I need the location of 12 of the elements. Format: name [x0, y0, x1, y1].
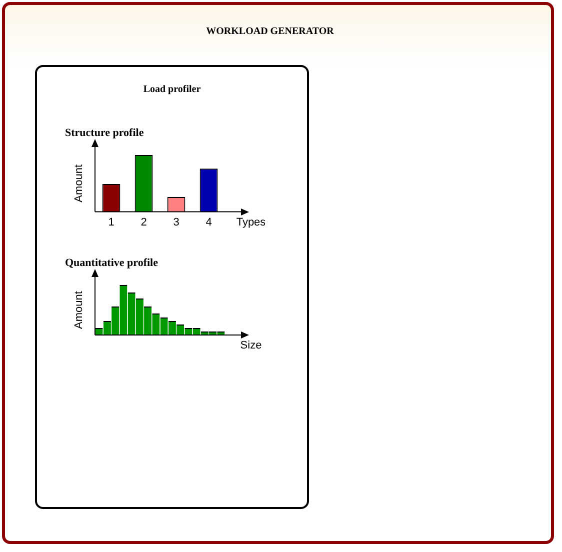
text: Load profiler: [142, 84, 202, 95]
text: WORKLOAD GENERATOR: [205, 26, 335, 37]
y-axis-title: Amount: [73, 291, 86, 329]
x-tick-label: 3: [173, 216, 180, 228]
x-axis-title: Size: [240, 340, 262, 352]
x-tick-label: 4: [206, 216, 212, 228]
x-axis-title: Types: [236, 216, 266, 228]
x-tick-label: 2: [140, 216, 147, 228]
chart-title: Structure profile: [65, 127, 145, 139]
y-axis-title: Amount: [73, 164, 86, 202]
x-tick-label: 1: [108, 216, 114, 228]
chart-title: Quantitative profile: [65, 257, 159, 269]
